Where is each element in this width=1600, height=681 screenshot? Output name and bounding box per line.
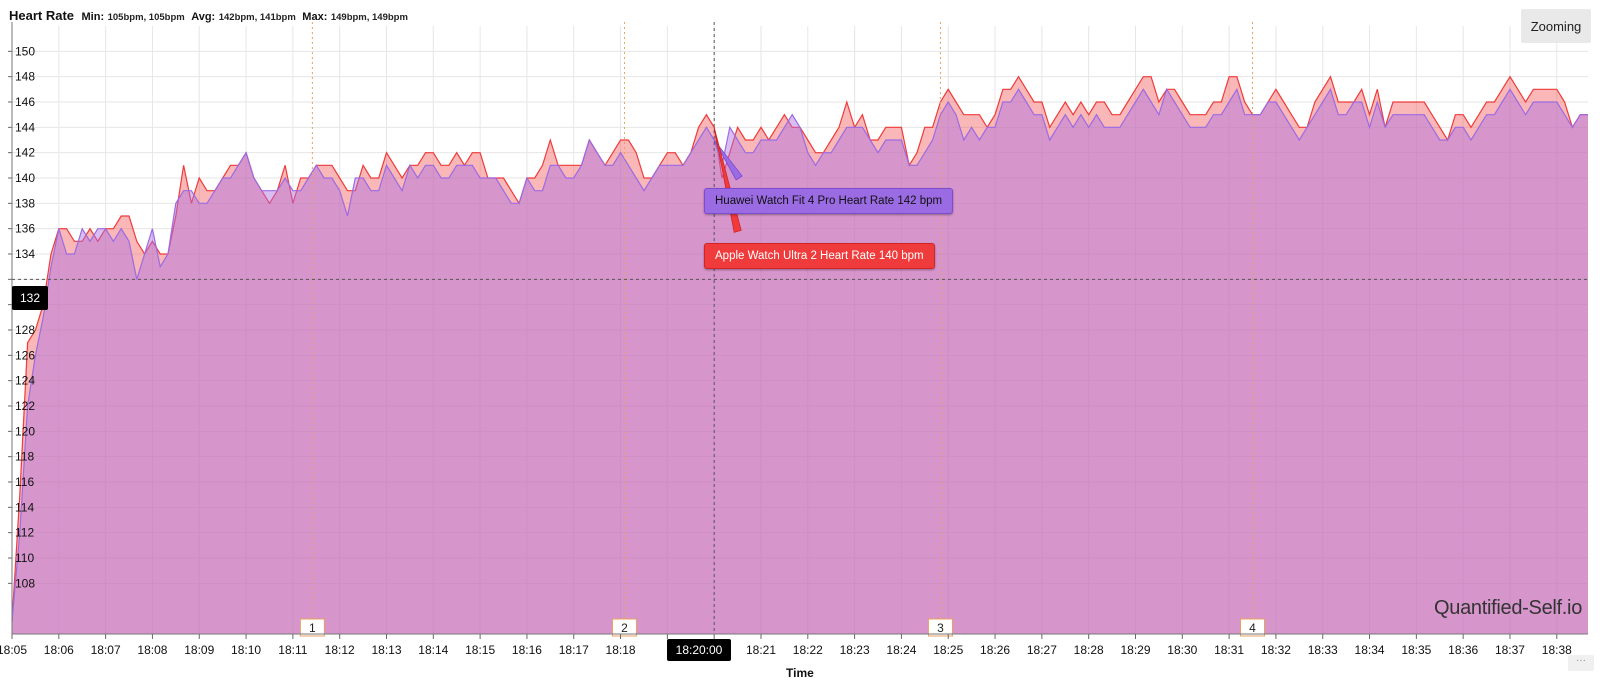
y-tick-label: 136 (15, 222, 35, 236)
lap-label: 3 (937, 621, 944, 635)
y-tick-label: 128 (15, 323, 35, 337)
x-tick-label: 18:21 (746, 643, 776, 657)
y-tick-label: 144 (15, 120, 35, 134)
lap-badge (1240, 618, 1266, 637)
x-tick-label: 18:33 (1308, 643, 1338, 657)
y-tick-label: 150 (15, 44, 35, 58)
x-tick-label: 18:24 (886, 643, 916, 657)
lap-badge (611, 618, 637, 637)
lap-markers: 1 2 3 4 (299, 22, 1266, 637)
y-tick-label: 108 (15, 576, 35, 590)
x-tick-label: 18:28 (1074, 643, 1104, 657)
y-tick-label: 114 (15, 500, 34, 514)
lap-badge (299, 618, 325, 637)
y-tick-label: 134 (15, 247, 35, 261)
series-huawei-area (12, 89, 1588, 635)
x-axis-title: Time (786, 666, 814, 680)
y-tick-label: 140 (15, 171, 35, 185)
x-tick-label: 18:23 (840, 643, 870, 657)
series-areas (11, 75, 1588, 635)
x-tick-label: 18:25 (933, 643, 963, 657)
x-tick-label: 18:26 (980, 643, 1010, 657)
chart-title: Heart Rate (9, 8, 75, 23)
lap-label: 4 (1249, 621, 1256, 635)
x-tick-label: 18:17 (559, 643, 589, 657)
x-tick-label: 18:16 (512, 643, 542, 657)
min-label: Min: (81, 11, 105, 23)
x-cursor-label: 18:20:00 (667, 639, 731, 661)
series-huawei-line (11, 87, 1588, 622)
x-tick-label: 18:10 (231, 643, 261, 657)
x-tick-label: 18:29 (1120, 643, 1150, 657)
y-tick-label: 142 (15, 146, 35, 160)
x-tick-label: 18:27 (1027, 643, 1057, 657)
x-tick-label: 18:08 (137, 643, 167, 657)
y-cursor-label: 132 (12, 286, 48, 310)
x-tick-label: 18:31 (1214, 643, 1244, 657)
x-tick-label: 18:06 (44, 643, 74, 657)
lap-badge (927, 618, 953, 637)
x-tick-label: 18:12 (325, 643, 355, 657)
x-tick-label: 18:36 (1448, 643, 1478, 657)
y-tick-label: 116 (15, 475, 34, 489)
chart-header: Heart Rate Min: 105bpm, 105bpm Avg: 142b… (9, 8, 411, 23)
y-tick-label: 126 (15, 348, 35, 362)
y-tick-label: 118 (15, 450, 34, 464)
zooming-button[interactable]: Zooming (1521, 9, 1591, 43)
more-options-icon[interactable]: ··· (1568, 655, 1594, 671)
axes: 1081101121141161181201221241261281301341… (0, 22, 1588, 657)
y-tick-label: 120 (15, 424, 35, 438)
y-tick-label: 148 (15, 70, 35, 84)
series-apple-area (12, 76, 1588, 634)
x-tick-label: 18:11 (278, 643, 307, 657)
tooltip-pointer-huawei (713, 139, 743, 181)
y-tick-label: 146 (15, 95, 35, 109)
max-label: Max: (302, 11, 328, 23)
x-tick-label: 18:34 (1355, 643, 1385, 657)
lap-label: 2 (621, 621, 628, 635)
x-tick-label: 18:30 (1167, 643, 1197, 657)
x-tick-label: 18:09 (184, 643, 214, 657)
y-tick-label: 110 (15, 551, 34, 565)
x-tick-label: 18:38 (1542, 643, 1572, 657)
watermark: Quantified-Self.io (1434, 597, 1583, 619)
min-value: 105bpm, 105bpm (107, 12, 185, 23)
x-tick-label: 18:18 (606, 643, 636, 657)
x-tick-label: 18:05 (0, 643, 27, 657)
x-tick-label: 18:22 (793, 643, 823, 657)
x-tick-label: 18:35 (1401, 643, 1431, 657)
x-tick-label: 18:32 (1261, 643, 1291, 657)
x-tick-label: 18:15 (465, 643, 495, 657)
x-tick-label: 18:13 (371, 643, 401, 657)
tooltip-apple: Apple Watch Ultra 2 Heart Rate 140 bpm (704, 243, 935, 269)
y-tick-label: 138 (15, 196, 35, 210)
y-tick-label: 122 (15, 399, 35, 413)
lap-label: 1 (309, 621, 316, 635)
tooltip-huawei: Huawei Watch Fit 4 Pro Heart Rate 142 bp… (704, 188, 954, 214)
x-tick-label: 18:14 (418, 643, 448, 657)
y-tick-label: 124 (15, 374, 35, 388)
max-value: 149bpm, 149bpm (330, 12, 408, 23)
x-tick-label: 18:07 (91, 643, 121, 657)
y-tick-label: 112 (15, 526, 34, 540)
avg-value: 142bpm, 141bpm (218, 12, 296, 23)
x-tick-label: 18:37 (1495, 643, 1525, 657)
avg-label: Avg: (191, 11, 216, 23)
